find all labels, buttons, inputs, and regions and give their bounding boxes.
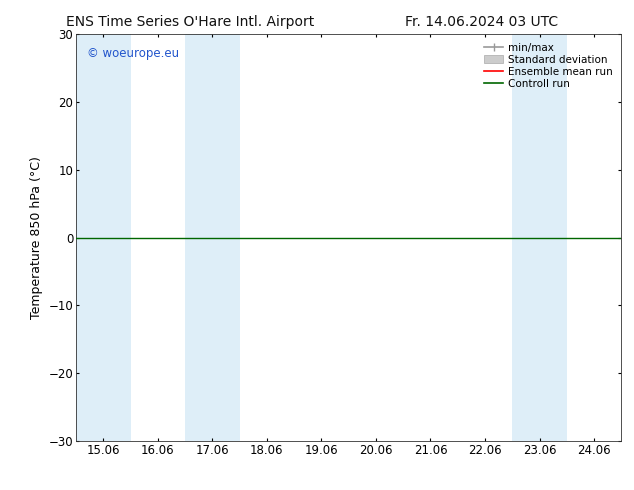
Y-axis label: Temperature 850 hPa (°C): Temperature 850 hPa (°C) — [30, 156, 43, 319]
Bar — [185, 34, 240, 441]
Text: Fr. 14.06.2024 03 UTC: Fr. 14.06.2024 03 UTC — [405, 15, 559, 29]
Text: © woeurope.eu: © woeurope.eu — [87, 47, 179, 59]
Text: ENS Time Series O'Hare Intl. Airport: ENS Time Series O'Hare Intl. Airport — [66, 15, 314, 29]
Legend: min/max, Standard deviation, Ensemble mean run, Controll run: min/max, Standard deviation, Ensemble me… — [481, 40, 616, 92]
Bar — [512, 34, 567, 441]
Bar — [76, 34, 131, 441]
Bar — [621, 34, 634, 441]
